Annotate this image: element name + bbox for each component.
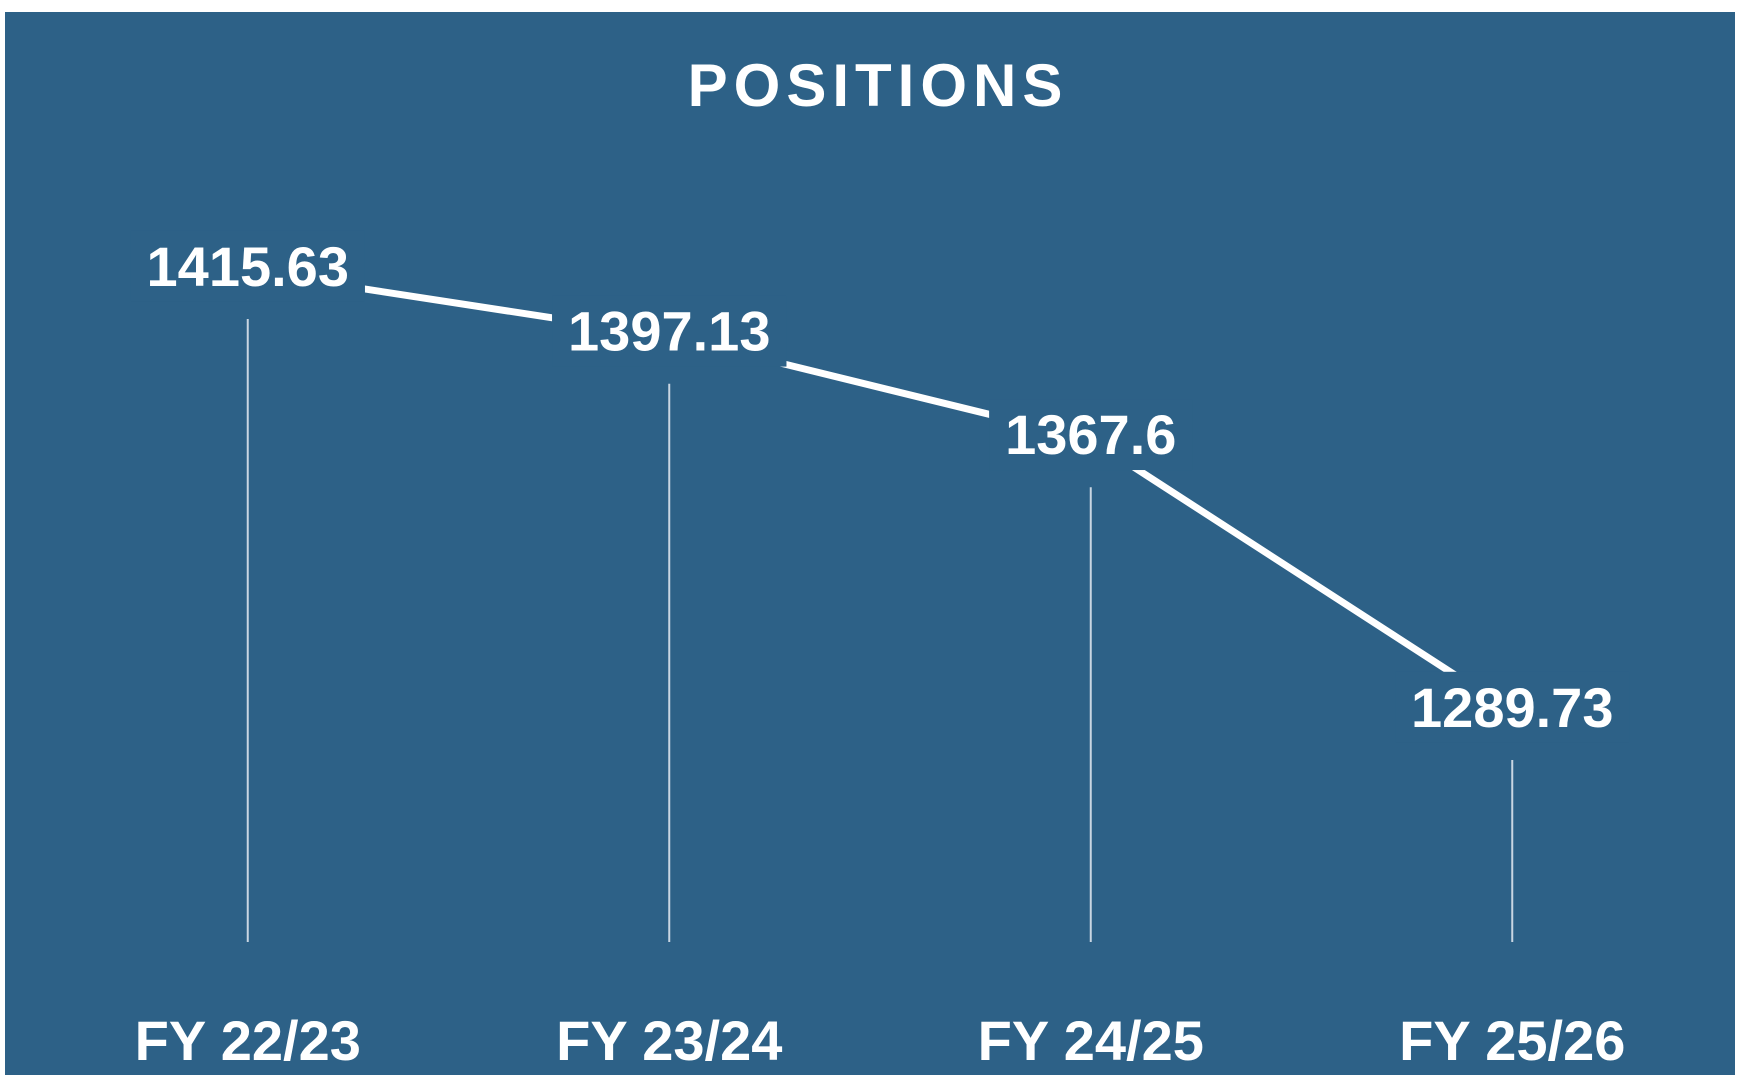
x-tick-label: FY 25/26 (1399, 1009, 1625, 1072)
label-backing (989, 399, 1193, 471)
data-label: 1415.63 (147, 235, 349, 298)
label-backing (552, 295, 787, 367)
chart-title: POSITIONS (688, 52, 1069, 119)
data-label: 1397.13 (568, 300, 770, 363)
data-label: 1289.73 (1411, 676, 1613, 739)
x-tick-label: FY 24/25 (978, 1009, 1204, 1072)
data-label: 1367.6 (1005, 403, 1176, 466)
label-backing (1395, 671, 1630, 743)
label-backing (130, 230, 365, 302)
x-tick-label: FY 22/23 (135, 1009, 361, 1072)
line (247, 267, 1515, 715)
x-tick-label: FY 23/24 (556, 1009, 782, 1072)
chart-background (5, 12, 1735, 1075)
